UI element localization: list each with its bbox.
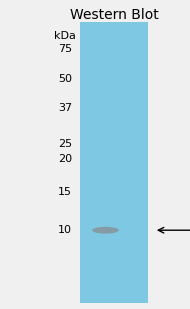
Text: 15: 15	[58, 187, 72, 197]
Text: kDa: kDa	[54, 31, 76, 40]
Ellipse shape	[92, 227, 119, 234]
Bar	[80, 22, 148, 303]
Text: 10: 10	[58, 225, 72, 235]
Text: 20: 20	[58, 154, 72, 164]
Text: 50: 50	[58, 74, 72, 84]
Text: 25: 25	[58, 139, 72, 149]
Text: 37: 37	[58, 103, 72, 113]
Text: 75: 75	[58, 44, 72, 54]
Text: Western Blot: Western Blot	[70, 8, 158, 22]
